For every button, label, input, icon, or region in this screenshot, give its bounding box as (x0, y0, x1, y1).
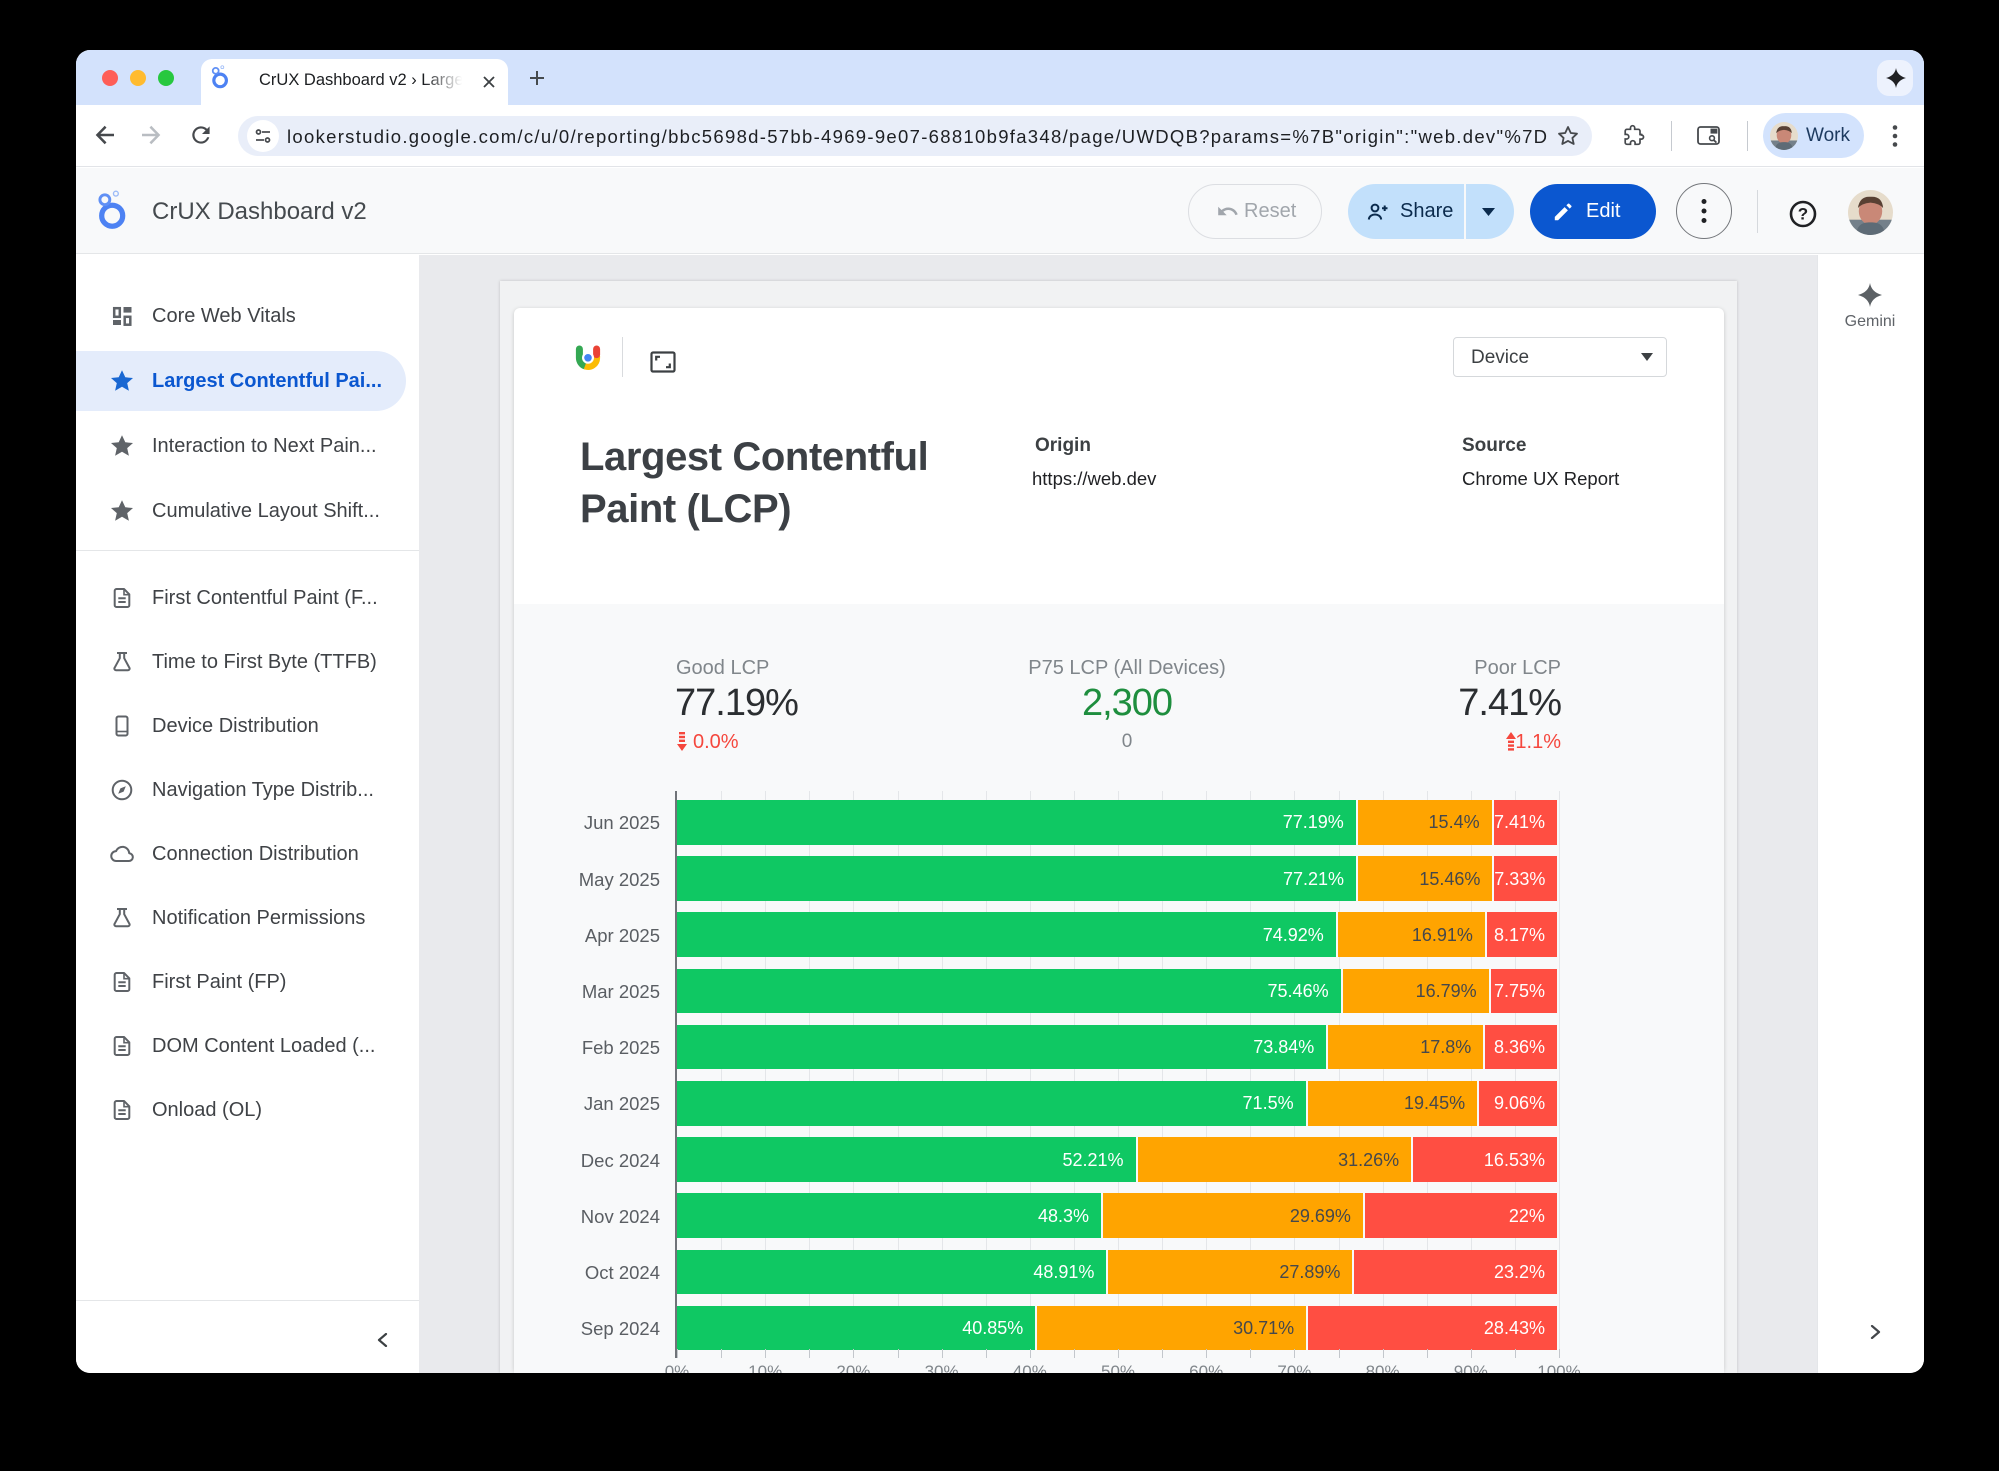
svg-text:?: ? (1798, 205, 1808, 224)
